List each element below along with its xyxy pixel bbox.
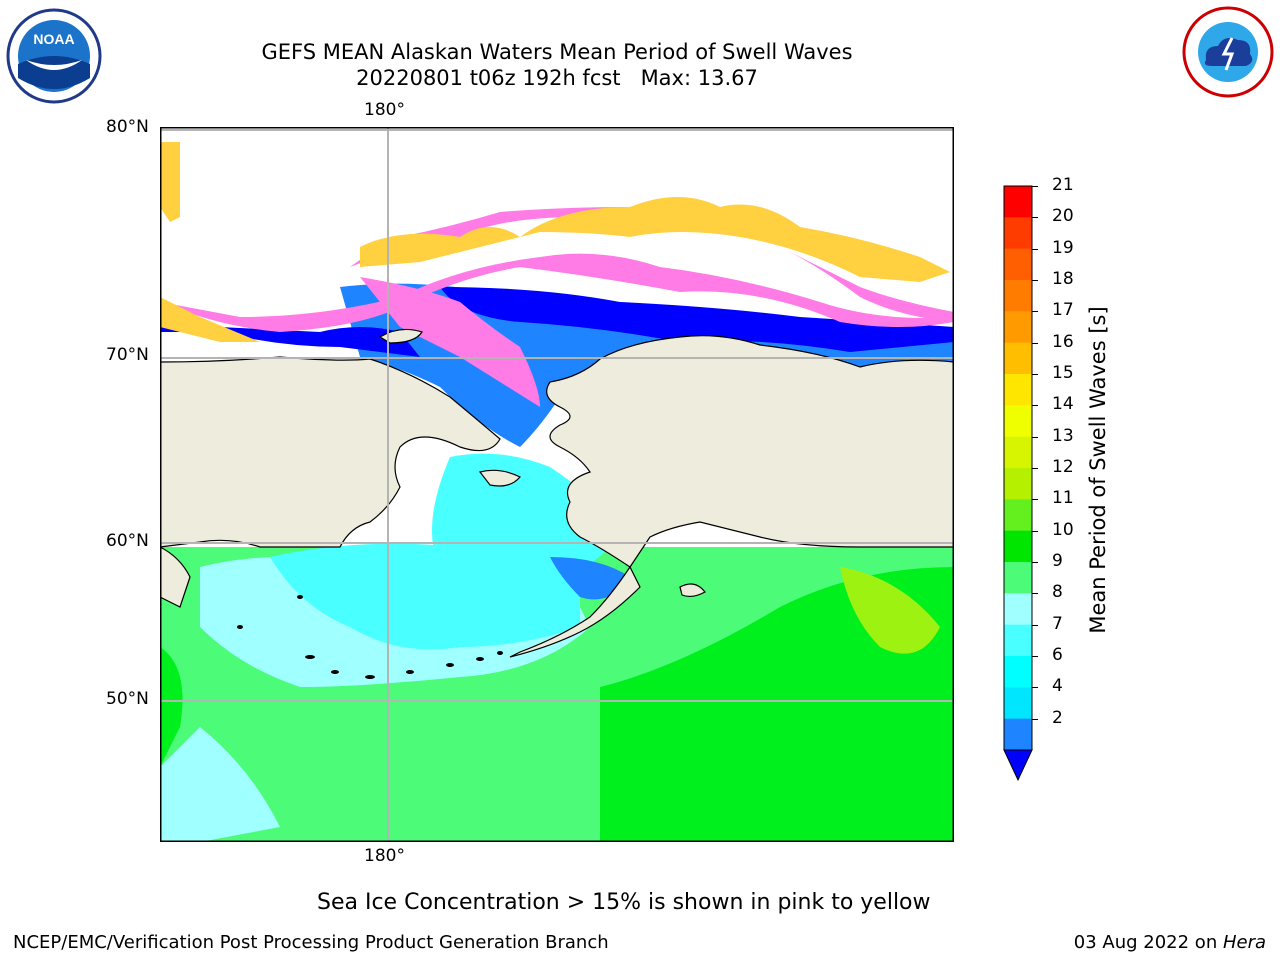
colorbar-segment — [1004, 248, 1032, 281]
colorbar-tick-mark — [1032, 718, 1038, 720]
colorbar-segment — [1004, 468, 1032, 500]
colorbar-segment — [1004, 562, 1032, 594]
colorbar-tick-label: 13 — [1052, 425, 1074, 446]
map-frame — [160, 127, 954, 842]
colorbar-tick-label: 16 — [1052, 331, 1074, 352]
lon-label-bottom: 180° — [364, 846, 405, 866]
lat-label-70n: 70°N — [106, 345, 149, 365]
footer-host: Hera — [1222, 932, 1266, 953]
svg-text:NOAA: NOAA — [33, 31, 74, 47]
colorbar-tick-mark — [1032, 624, 1038, 626]
footer-date: 03 Aug 2022 on — [1073, 932, 1223, 953]
colorbar-segment — [1004, 687, 1032, 720]
map-panel — [160, 127, 954, 842]
colorbar-tick-label: 6 — [1052, 645, 1063, 665]
colorbar-tick-mark — [1032, 656, 1038, 657]
lat-label-50n: 50°N — [106, 689, 149, 709]
colorbar-tick-label: 18 — [1052, 269, 1074, 289]
colorbar-segment — [1004, 280, 1032, 312]
colorbar-segment — [1004, 656, 1032, 688]
colorbar-tick-mark — [1032, 530, 1038, 532]
colorbar-tick-mark — [1032, 311, 1038, 313]
colorbar-tick-label: 10 — [1052, 519, 1074, 540]
colorbar-segment — [1004, 436, 1032, 469]
colorbar-tick-label: 11 — [1052, 488, 1074, 509]
colorbar-extend-arrow — [1003, 749, 1033, 782]
colorbar-tick-mark — [1032, 342, 1038, 344]
noaa-logo: NOAA — [6, 8, 102, 104]
colorbar-tick-label: 4 — [1052, 676, 1063, 697]
colorbar-segment — [1004, 374, 1032, 406]
colorbar-segment — [1004, 186, 1032, 218]
colorbar-tick-label: 20 — [1052, 206, 1074, 227]
colorbar-tick-label: 9 — [1052, 551, 1063, 571]
colorbar-tick-mark — [1032, 280, 1038, 281]
colorbar-segment — [1004, 593, 1032, 626]
footer-right: 03 Aug 2022 on Hera — [1074, 932, 1266, 953]
colorbar-tick-label: 8 — [1052, 582, 1063, 603]
colorbar-tick-label: 12 — [1052, 457, 1074, 477]
colorbar — [1000, 185, 1040, 786]
colorbar-tick-mark — [1032, 436, 1038, 438]
sea-ice-caption: Sea Ice Concentration > 15% is shown in … — [317, 890, 931, 915]
chart-title-line2: 20220801 t06z 192h fcst Max: 13.67 — [356, 66, 758, 90]
colorbar-tick-mark — [1032, 687, 1038, 689]
lat-label-80n: 80°N — [106, 117, 149, 137]
gridlines — [160, 127, 954, 842]
arctic-swell — [160, 142, 954, 447]
swell-field — [160, 453, 954, 842]
colorbar-tick-mark — [1032, 248, 1038, 250]
colorbar-tick-label: 14 — [1052, 394, 1074, 415]
colorbar-tick-mark — [1032, 468, 1038, 469]
colorbar-tick-mark — [1032, 186, 1038, 187]
colorbar-tick-label: 17 — [1052, 300, 1074, 321]
colorbar-tick-mark — [1032, 405, 1038, 407]
colorbar-segment — [1004, 311, 1032, 344]
colorbar-tick-mark — [1032, 217, 1038, 219]
land-masses — [160, 328, 954, 658]
colorbar-tick-label: 7 — [1052, 613, 1063, 634]
colorbar-segment — [1004, 718, 1032, 751]
colorbar-tick-label: 2 — [1052, 707, 1063, 728]
colorbar-segment — [1004, 342, 1032, 375]
colorbar-tick-label: 21 — [1052, 175, 1074, 195]
colorbar-segment — [1004, 624, 1032, 657]
chart-title-line1: GEFS MEAN Alaskan Waters Mean Period of … — [261, 40, 853, 64]
footer-left: NCEP/EMC/Verification Post Processing Pr… — [13, 932, 609, 953]
nws-logo — [1180, 4, 1276, 100]
colorbar-segment — [1004, 530, 1032, 563]
colorbar-tick-label: 15 — [1052, 363, 1074, 383]
colorbar-segment — [1004, 217, 1032, 250]
lat-label-60n: 60°N — [106, 531, 149, 551]
colorbar-segment — [1004, 405, 1032, 438]
aleutian-islands — [237, 595, 503, 679]
colorbar-segment — [1004, 499, 1032, 532]
colorbar-tick-mark — [1032, 593, 1038, 595]
colorbar-tick-mark — [1032, 562, 1038, 563]
colorbar-label: Mean Period of Swell Waves [s] — [1086, 306, 1110, 634]
colorbar-tick-mark — [1032, 499, 1038, 501]
lon-label-top: 180° — [364, 100, 405, 120]
colorbar-tick-mark — [1032, 374, 1038, 375]
colorbar-tick-label: 19 — [1052, 237, 1074, 258]
